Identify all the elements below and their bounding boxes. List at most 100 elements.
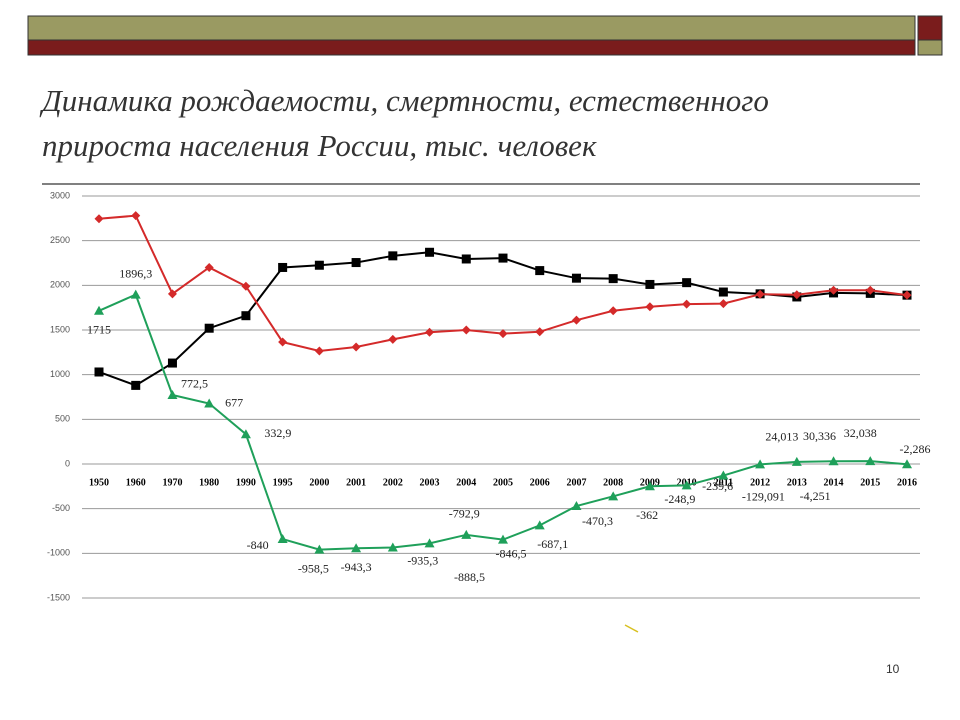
marker bbox=[314, 544, 325, 554]
x-tick-label: 1990 bbox=[236, 477, 256, 488]
marker bbox=[94, 367, 104, 377]
y-tick-label: 0 bbox=[65, 458, 70, 468]
marker bbox=[277, 534, 288, 544]
marker bbox=[571, 273, 581, 283]
marker bbox=[755, 289, 765, 299]
marker bbox=[461, 325, 471, 335]
y-tick-label: -1000 bbox=[47, 548, 70, 558]
marker bbox=[94, 214, 104, 224]
data-label: -888,5 bbox=[454, 570, 485, 584]
data-label: -239,6 bbox=[702, 479, 733, 493]
marker bbox=[534, 520, 545, 530]
x-tick-label: 2011 bbox=[714, 477, 733, 488]
top-bar bbox=[27, 15, 916, 41]
x-tick-label: 2015 bbox=[860, 477, 880, 488]
data-label: -4,251 bbox=[800, 489, 831, 503]
marker bbox=[791, 456, 802, 466]
marker bbox=[498, 253, 508, 263]
marker bbox=[498, 329, 508, 339]
marker bbox=[388, 334, 398, 344]
data-label: 1715 bbox=[87, 323, 111, 337]
marker bbox=[424, 538, 435, 548]
marker bbox=[792, 290, 802, 300]
y-tick-label: 1500 bbox=[50, 324, 70, 334]
corner-box bbox=[917, 15, 943, 41]
marker bbox=[167, 358, 177, 368]
marker bbox=[204, 323, 214, 333]
stroke-mark bbox=[624, 624, 639, 633]
marker bbox=[718, 470, 729, 480]
y-tick-label: 500 bbox=[55, 414, 70, 424]
y-tick-label: -500 bbox=[52, 503, 70, 513]
data-label: 772,5 bbox=[181, 377, 208, 391]
data-label: 677 bbox=[225, 395, 243, 409]
data-label: 30,336 bbox=[803, 429, 836, 443]
marker bbox=[314, 346, 324, 356]
x-tick-label: 1980 bbox=[199, 477, 219, 488]
top-bar-dark bbox=[27, 39, 916, 56]
marker bbox=[387, 542, 398, 552]
marker bbox=[130, 289, 141, 299]
marker bbox=[718, 299, 728, 309]
marker bbox=[865, 456, 876, 466]
corner-box bbox=[917, 39, 943, 56]
marker bbox=[240, 429, 251, 439]
marker bbox=[241, 281, 251, 291]
marker bbox=[608, 491, 619, 501]
x-tick-label: 2003 bbox=[420, 477, 440, 488]
marker bbox=[829, 285, 839, 295]
marker bbox=[902, 290, 912, 300]
marker bbox=[644, 481, 655, 491]
data-label: 1896,3 bbox=[119, 266, 152, 280]
marker bbox=[131, 380, 141, 390]
x-tick-label: 2006 bbox=[530, 477, 550, 488]
marker bbox=[535, 266, 545, 276]
y-tick-label: 2500 bbox=[50, 235, 70, 245]
marker bbox=[535, 327, 545, 337]
marker bbox=[608, 306, 618, 316]
marker bbox=[314, 260, 324, 270]
x-tick-label: 1960 bbox=[126, 477, 146, 488]
marker bbox=[755, 459, 766, 469]
marker bbox=[241, 311, 251, 321]
y-tick-label: 2000 bbox=[50, 280, 70, 290]
marker bbox=[94, 305, 104, 315]
data-label: -129,091 bbox=[742, 489, 785, 503]
marker bbox=[828, 456, 839, 466]
x-tick-label: 2002 bbox=[383, 477, 403, 488]
x-tick-label: 2014 bbox=[824, 477, 844, 488]
marker bbox=[278, 337, 288, 347]
x-tick-label: 1970 bbox=[162, 477, 182, 488]
x-tick-label: 1950 bbox=[89, 477, 109, 488]
data-label: -935,3 bbox=[407, 553, 438, 567]
x-tick-label: 2001 bbox=[346, 477, 366, 488]
marker bbox=[351, 543, 362, 553]
data-label: -362 bbox=[636, 508, 658, 522]
x-tick-label: 1995 bbox=[273, 477, 293, 488]
marker bbox=[608, 274, 618, 284]
marker bbox=[278, 262, 288, 272]
x-tick-label: 2005 bbox=[493, 477, 513, 488]
marker bbox=[645, 279, 655, 289]
data-label: -792,9 bbox=[449, 507, 480, 521]
marker bbox=[571, 315, 581, 325]
marker bbox=[681, 480, 692, 490]
y-tick-label: 3000 bbox=[50, 190, 70, 200]
title: Динамика рождаемости, смертности, естест… bbox=[42, 83, 769, 163]
marker bbox=[204, 398, 215, 408]
data-label: -846,5 bbox=[496, 546, 527, 560]
x-tick-label: 2012 bbox=[750, 477, 770, 488]
y-tick-label: -1500 bbox=[47, 592, 70, 602]
marker bbox=[865, 285, 875, 295]
marker bbox=[498, 534, 508, 544]
marker bbox=[388, 251, 398, 261]
data-label: 32,038 bbox=[844, 426, 877, 440]
x-tick-label: 2008 bbox=[603, 477, 623, 488]
data-label: 332,9 bbox=[264, 426, 291, 440]
data-label: -958,5 bbox=[298, 561, 329, 575]
marker bbox=[682, 278, 692, 288]
data-label: -943,3 bbox=[341, 560, 372, 574]
marker bbox=[645, 302, 655, 312]
